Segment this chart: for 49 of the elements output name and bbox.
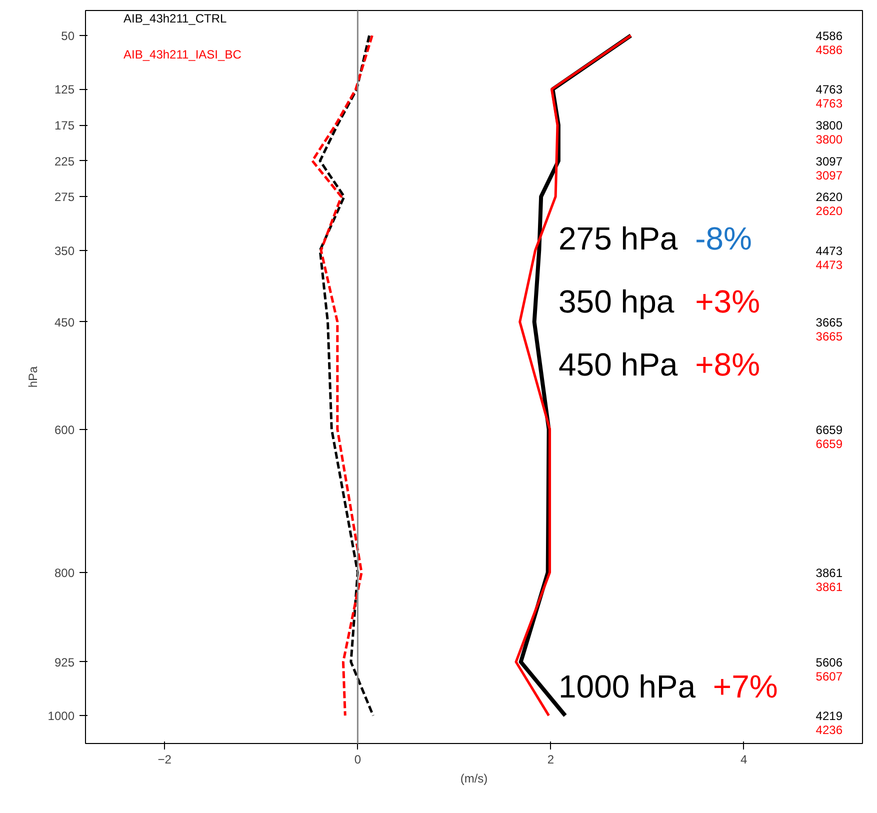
annotation: 450 hPa: [558, 346, 678, 382]
annotation: 3800: [816, 118, 843, 133]
x-tick-label: 2: [547, 752, 554, 766]
y-tick-label: 50: [61, 29, 75, 44]
x-axis-title: (m/s): [460, 772, 488, 786]
annotation: 3665: [816, 329, 843, 344]
annotation: 6659: [816, 436, 843, 451]
annotation: 4586: [816, 29, 843, 44]
y-tick-label: 125: [54, 82, 75, 97]
annotation: +8%: [695, 346, 760, 382]
annotation: 3861: [816, 580, 843, 594]
annotation: 4763: [816, 82, 843, 97]
annotation: 4763: [816, 96, 843, 111]
x-tick-label: −2: [158, 752, 172, 766]
x-tick-label: 0: [354, 752, 362, 766]
text: AIB_43h211_IASI_BC: [124, 48, 242, 62]
annotation: 4219: [816, 709, 843, 724]
annotation: -8%: [695, 220, 752, 256]
annotation: +7%: [712, 668, 778, 704]
y-tick-label: 225: [54, 154, 75, 168]
y-axis-title: hPa: [26, 366, 40, 388]
annotation: 3665: [816, 315, 843, 330]
annotation: 5607: [816, 669, 843, 684]
annotation: 5606: [816, 655, 843, 670]
y-tick-label: 925: [54, 655, 75, 670]
annotation: 4236: [816, 723, 843, 738]
x-tick-label: 4: [740, 752, 748, 766]
annotation: 4473: [816, 244, 843, 258]
y-tick-label: 600: [54, 422, 75, 437]
text: AIB_43h211_CTRL: [124, 12, 228, 26]
y-tick-label: 1000: [48, 709, 75, 724]
y-tick-label: 350: [54, 244, 75, 258]
annotation: 350 hpa: [558, 284, 674, 320]
annotation: +3%: [695, 284, 760, 320]
annotation: 3861: [816, 566, 843, 580]
annotation: 4586: [816, 43, 843, 58]
y-tick-label: 275: [54, 190, 75, 204]
annotation: 275 hPa: [558, 220, 678, 256]
annotation: 3800: [816, 132, 843, 147]
y-tick-label: 175: [54, 118, 75, 133]
annotation: 6659: [816, 422, 843, 437]
annotation: 3097: [816, 154, 843, 168]
annotation: 3097: [816, 168, 843, 182]
annotation: 1000 hPa: [558, 668, 696, 704]
annotation: 2620: [816, 204, 843, 218]
y-tick-label: 450: [54, 315, 75, 330]
annotation: 2620: [816, 190, 843, 204]
y-tick-label: 800: [54, 566, 75, 580]
annotation: 4473: [816, 258, 843, 272]
